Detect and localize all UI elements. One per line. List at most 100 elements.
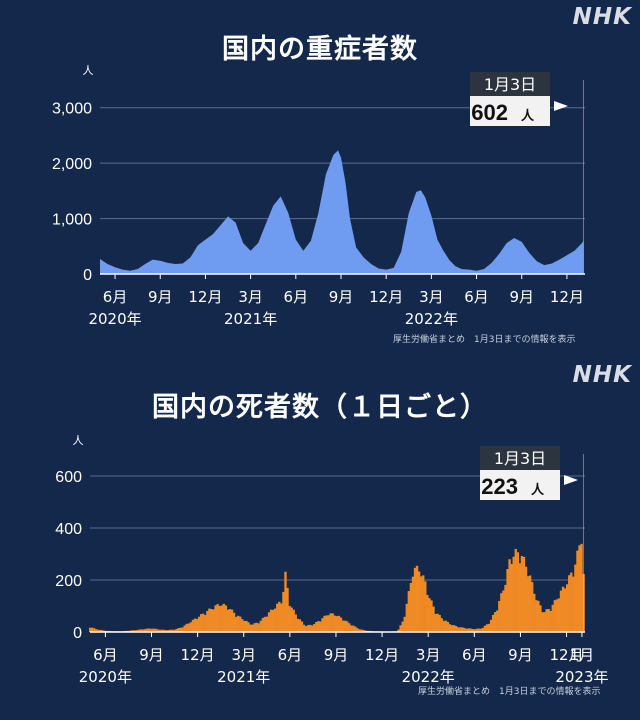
- callout-unit: 人: [531, 482, 545, 498]
- deaths-bar: [173, 629, 176, 632]
- deaths-bar: [333, 615, 337, 632]
- deaths-bar: [165, 630, 168, 632]
- deaths-bar: [339, 617, 343, 632]
- deaths-bar: [504, 584, 507, 632]
- deaths-bar: [331, 613, 334, 632]
- deaths-bar: [545, 609, 548, 632]
- deaths-bar: [547, 608, 550, 632]
- x-tick-label: 3月: [238, 288, 263, 306]
- deaths-bar: [341, 620, 345, 632]
- deaths-bar: [267, 612, 271, 632]
- deaths-bar: [140, 629, 143, 632]
- deaths-bar: [450, 625, 454, 632]
- x-tick-label: 6月: [278, 646, 303, 664]
- deaths-bar: [483, 625, 487, 632]
- deaths-bar: [576, 550, 579, 632]
- deaths-bar: [565, 584, 569, 632]
- x-tick-label: 9月: [139, 646, 164, 664]
- chart-title-severe: 国内の重症者数: [222, 34, 418, 65]
- daily-deaths-chart: 0 200 400 600 人 6月 2020年 9月 12月 3月 2021年 6月 9月 12月 3月 2…: [55, 434, 608, 686]
- callout-date-box: [480, 446, 560, 470]
- x-tick-label: 3月: [416, 646, 441, 664]
- deaths-bar: [284, 571, 287, 632]
- deaths-bar: [438, 614, 441, 632]
- callout-date-box: [470, 72, 550, 96]
- x-tick-label: 12月: [550, 288, 584, 306]
- deaths-bar: [181, 627, 184, 632]
- callout-arrow: [564, 475, 578, 485]
- deaths-bar: [167, 630, 170, 632]
- deaths-bar: [158, 629, 162, 632]
- deaths-bar: [539, 605, 542, 632]
- deaths-bar: [261, 617, 265, 632]
- callout-unit: 人: [521, 108, 535, 124]
- deaths-bar: [245, 620, 248, 632]
- callout-value: 602: [471, 100, 508, 125]
- deaths-bar: [417, 571, 421, 632]
- deaths-bar: [430, 600, 433, 632]
- deaths-bar: [257, 623, 260, 632]
- x-year-label: 2020年: [88, 310, 141, 328]
- deaths-bar: [185, 623, 188, 632]
- deaths-bar: [169, 629, 172, 632]
- deaths-bar: [202, 613, 205, 632]
- deaths-bar: [506, 568, 509, 632]
- deaths-bar: [91, 627, 94, 632]
- deaths-bar: [469, 628, 472, 632]
- x-year-label: 2020年: [79, 668, 132, 686]
- x-tick-label: 3月: [231, 646, 256, 664]
- deaths-bar: [557, 598, 561, 632]
- deaths-bar: [411, 576, 415, 632]
- y-tick-label: 600: [55, 469, 82, 486]
- deaths-bar: [302, 624, 306, 632]
- deaths-bar: [360, 629, 363, 632]
- deaths-bar: [580, 543, 583, 632]
- deaths-bar: [317, 621, 320, 632]
- deaths-bar: [479, 628, 482, 632]
- deaths-bar: [290, 607, 293, 632]
- severe-cases-area: [100, 150, 584, 274]
- deaths-bar: [463, 627, 466, 632]
- deaths-bar: [269, 609, 273, 632]
- deaths-bar: [502, 590, 505, 632]
- deaths-bar: [315, 621, 318, 632]
- deaths-bar: [146, 628, 149, 632]
- x-tick-label: 6月: [284, 288, 309, 306]
- deaths-bar: [551, 604, 554, 632]
- deaths-bar: [510, 563, 513, 632]
- deaths-bar: [475, 628, 478, 632]
- deaths-bar: [179, 627, 182, 632]
- deaths-bar: [321, 618, 324, 632]
- deaths-bar: [154, 628, 158, 632]
- y-axis-unit: 人: [83, 64, 94, 77]
- deaths-bar: [358, 629, 361, 632]
- deaths-bar: [142, 629, 145, 632]
- severe-cases-chart: 0 1,000 2,000 3,000 人 6月 2020年 9月 12月 3月 2021年 6月 9月…: [52, 64, 585, 328]
- deaths-bar: [97, 629, 100, 632]
- deaths-bar: [212, 609, 215, 632]
- deaths-bar: [440, 618, 443, 632]
- y-tick-label: 400: [55, 521, 82, 538]
- deaths-bar: [292, 609, 295, 632]
- deaths-bar: [200, 614, 203, 632]
- deaths-bar: [296, 618, 299, 632]
- deaths-bar: [362, 629, 365, 632]
- y-tick-label: 2,000: [52, 156, 92, 173]
- deaths-bar: [467, 628, 470, 632]
- deaths-bar: [356, 628, 359, 632]
- deaths-bar: [247, 622, 250, 632]
- deaths-bar: [274, 608, 277, 632]
- deaths-bar: [88, 627, 92, 632]
- deaths-bar: [401, 621, 404, 632]
- deaths-bar: [311, 625, 314, 632]
- deaths-bar: [524, 566, 528, 632]
- x-tick-label: 1月: [570, 646, 595, 664]
- deaths-bar: [561, 586, 565, 632]
- deaths-bar: [345, 621, 349, 632]
- deaths-bar: [403, 616, 406, 632]
- deaths-bar: [210, 609, 213, 632]
- deaths-bar: [570, 572, 573, 632]
- deaths-bar: [454, 625, 458, 632]
- deaths-bar: [337, 615, 341, 632]
- deaths-bar: [278, 601, 281, 632]
